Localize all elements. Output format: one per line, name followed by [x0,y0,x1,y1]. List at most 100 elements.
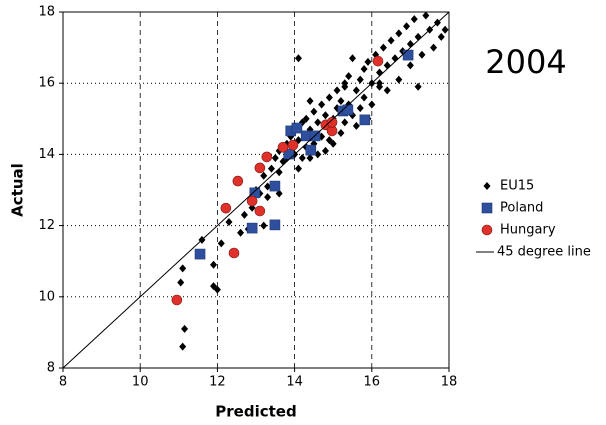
point [342,104,354,116]
point [294,164,302,173]
point [326,117,338,128]
point [210,260,218,269]
point [441,25,449,34]
point [298,153,306,162]
point [406,40,414,49]
legend-swatch [481,202,493,214]
point [360,93,368,102]
point [402,49,414,61]
point [318,100,326,109]
point [264,193,272,202]
point [383,61,391,70]
point [352,86,360,95]
point [379,43,387,52]
point [179,264,187,273]
point [269,180,281,192]
point [364,57,372,66]
point [406,61,414,70]
legend-swatch [481,224,493,236]
annotation: 2004 [485,43,566,81]
y-tick-label: 16 [38,76,55,91]
point [341,82,349,91]
point [356,75,364,84]
point [261,151,273,163]
point [213,285,221,294]
point [395,29,403,38]
point [341,118,349,127]
point [376,79,384,88]
point [260,171,268,180]
point [345,72,353,81]
point [337,97,345,105]
point [333,86,341,95]
point [171,294,183,306]
point [228,247,240,259]
point [294,54,302,63]
point [359,114,371,126]
point [321,111,329,120]
point [217,239,225,248]
legend-label: Hungary [500,223,556,238]
y-tick-label: 12 [38,218,55,233]
x-axis-label: Predicted [215,403,296,421]
point [391,54,399,63]
y-axis-label: Actual [9,163,27,217]
point [387,36,395,45]
point [181,324,189,333]
point [179,342,187,351]
point [329,139,337,148]
point [302,114,310,123]
point [422,11,430,20]
point [300,130,312,142]
x-tick-label: 14 [286,375,303,390]
point [283,148,295,160]
y-tick-label: 8 [47,361,55,376]
point [240,210,248,219]
x-tick-label: 16 [364,375,381,390]
point [437,32,445,41]
point [376,68,384,77]
x-tick-label: 12 [209,375,226,390]
legend-swatch [483,182,491,190]
point [194,248,206,260]
legend-label: EU15 [500,179,534,194]
point [349,54,356,63]
point [325,93,333,102]
y-tick-label: 14 [38,147,55,162]
point [403,22,411,31]
legend-label: Poland [500,201,543,216]
point [271,153,279,162]
point [277,141,289,153]
point [414,32,422,41]
point [360,64,368,73]
point [356,104,364,113]
point [275,189,283,198]
y-tick-label: 18 [38,5,55,20]
x-tick-label: 18 [441,375,458,390]
point [246,222,258,234]
point [337,129,345,138]
point [352,121,360,130]
x-tick-label: 10 [132,375,149,390]
point [254,205,266,217]
point [321,146,329,155]
legend-label: 45 degree line [497,245,591,260]
point [225,218,233,227]
point [314,118,322,127]
point [395,75,403,84]
point [232,175,244,187]
point [287,139,299,151]
point [269,219,281,231]
point [254,162,266,174]
y-tick-label: 10 [38,289,55,304]
point [264,182,272,191]
point [383,86,391,95]
plot-frame [62,11,450,369]
point [410,15,418,24]
point [220,202,232,214]
point [305,144,317,156]
point [267,164,275,173]
point [372,55,384,67]
